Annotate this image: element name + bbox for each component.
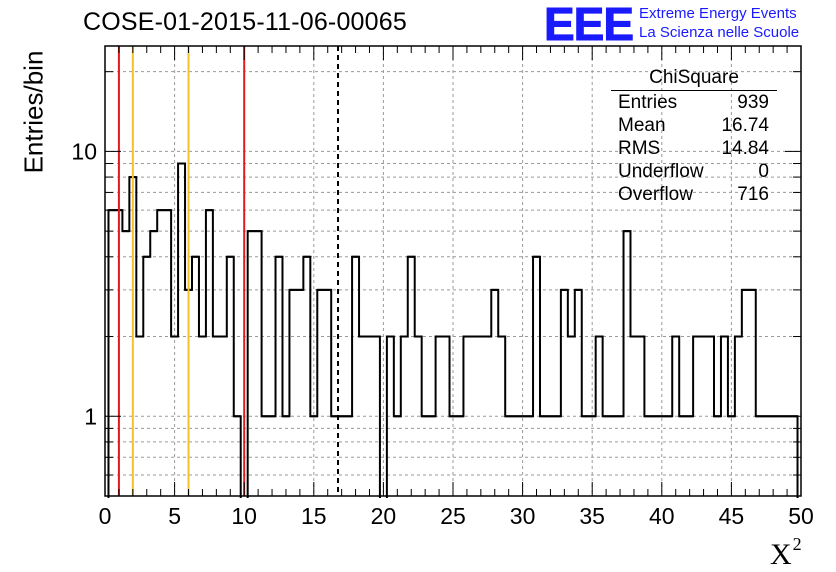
stats-value: 0 [758, 161, 769, 182]
x-tick-label: 20 [371, 503, 397, 529]
eee-logo-text: Extreme Energy Events La Scienza nelle S… [639, 4, 799, 42]
x-axis-label-superscript: 2 [792, 534, 802, 554]
stats-value: 939 [737, 92, 769, 113]
stats-label: RMS [618, 138, 661, 159]
stats-row-underflow: Underflow 0 [611, 160, 777, 183]
x-tick-label: 40 [649, 503, 675, 529]
stats-label: Entries [618, 92, 678, 113]
y-tick-label: 10 [71, 138, 97, 164]
x-tick-label: 15 [301, 503, 327, 529]
stats-value: 716 [737, 184, 769, 205]
x-tick-label: 0 [99, 503, 112, 529]
x-axis-label-text: X [770, 538, 792, 571]
stats-value: 16.74 [721, 115, 769, 136]
stats-row-mean: Mean 16.74 [611, 114, 777, 137]
x-tick-label: 45 [719, 503, 745, 529]
x-tick-label: 50 [788, 503, 814, 529]
stats-label: Underflow [618, 161, 704, 182]
stats-row-entries: Entries 939 [611, 91, 777, 114]
x-tick-label: 10 [231, 503, 257, 529]
stats-value: 14.84 [721, 138, 769, 159]
stats-row-rms: RMS 14.84 [611, 137, 777, 160]
chart-title: COSE-01-2015-11-06-00065 [83, 8, 407, 36]
stats-label: Mean [618, 115, 666, 136]
stats-row-overflow: Overflow 716 [611, 183, 777, 206]
stats-box: ChiSquare Entries 939 Mean 16.74 RMS 14.… [611, 66, 777, 206]
eee-logo: EEE Extreme Energy Events La Scienza nel… [543, 0, 799, 50]
eee-logo-mark: EEE [543, 0, 634, 50]
x-axis-label: X2 [770, 534, 802, 572]
logo-line-1: Extreme Energy Events [639, 5, 797, 22]
x-tick-label: 30 [510, 503, 536, 529]
stats-title: ChiSquare [611, 66, 777, 91]
x-tick-label: 5 [168, 503, 181, 529]
logo-line-2: La Scienza nelle Scuole [639, 24, 800, 41]
x-tick-label: 25 [440, 503, 466, 529]
x-tick-label: 35 [579, 503, 605, 529]
stats-label: Overflow [618, 184, 693, 205]
y-tick-label: 1 [84, 403, 97, 429]
